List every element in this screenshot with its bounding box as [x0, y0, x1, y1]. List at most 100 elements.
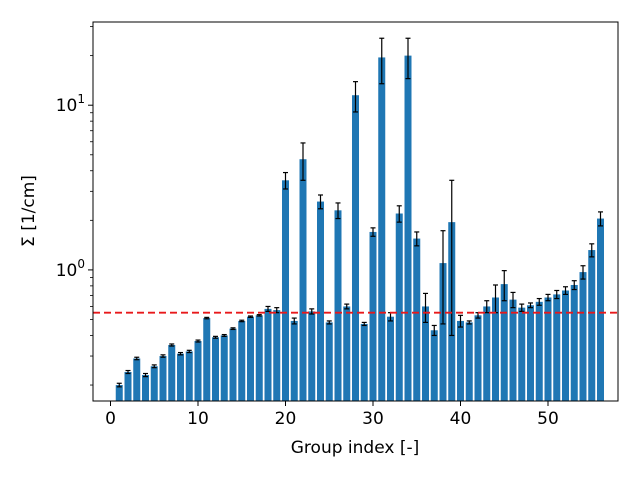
error-bar: [344, 303, 350, 310]
bar: [273, 310, 281, 401]
error-bar: [195, 339, 201, 343]
bar: [387, 316, 394, 401]
error-bar: [230, 327, 236, 331]
x-tick-label: 30: [362, 409, 384, 429]
error-bar: [571, 280, 577, 291]
bar: [124, 372, 132, 401]
bar: [518, 307, 526, 401]
bar: [264, 308, 272, 401]
error-bar: [510, 291, 516, 309]
bar: [238, 320, 246, 401]
error-bar: [178, 351, 183, 356]
bar: [492, 297, 499, 401]
x-tick-label: 10: [187, 409, 209, 429]
bar: [535, 301, 543, 401]
error-bar: [536, 297, 542, 306]
bar: [483, 306, 491, 401]
bar: [282, 180, 289, 401]
bar: [185, 351, 193, 401]
x-tick-label: 20: [275, 409, 297, 429]
bar: [378, 57, 386, 402]
error-bar: [318, 194, 323, 210]
bar: [544, 297, 552, 401]
bar: [430, 330, 438, 401]
bars-group: [115, 55, 604, 402]
error-bar: [283, 171, 288, 190]
y-tick-label: 100: [56, 257, 85, 281]
error-bar: [239, 319, 245, 323]
bar: [527, 305, 534, 401]
plot-frame: [92, 21, 619, 402]
bar: [317, 201, 324, 401]
y-tick-label: 101: [56, 92, 85, 116]
bar: [229, 328, 237, 401]
x-tick-label: 40: [450, 409, 472, 429]
bar: [369, 231, 377, 401]
bar: [570, 284, 578, 401]
bar: [579, 272, 587, 401]
error-bar: [563, 286, 568, 296]
bar: [352, 95, 359, 402]
error-bar: [125, 369, 131, 375]
error-bar: [361, 321, 367, 327]
error-bar: [353, 81, 358, 113]
bar: [597, 218, 604, 401]
x-axis-label: Group index [-]: [291, 438, 419, 458]
bar: [290, 320, 298, 401]
error-bar: [580, 265, 586, 280]
bar: [150, 366, 158, 401]
x-tick-label: 50: [537, 409, 559, 429]
bar: [334, 210, 342, 401]
bar: [562, 290, 569, 401]
error-bar: [160, 354, 166, 358]
bar: [212, 337, 219, 401]
bar: [177, 353, 184, 401]
bar: [194, 341, 202, 401]
error-bar: [501, 270, 507, 302]
error-bar: [519, 303, 525, 312]
error-bar: [151, 364, 157, 369]
error-bar: [309, 308, 315, 315]
x-tick-label: 0: [105, 409, 116, 429]
error-bar: [379, 37, 385, 85]
error-bar: [589, 243, 595, 258]
bar: [203, 318, 211, 401]
bar: [395, 213, 403, 401]
bar: [457, 320, 464, 401]
bar: [115, 385, 123, 401]
bar: [159, 356, 167, 401]
bar: [325, 322, 333, 401]
bar: [413, 238, 421, 401]
bar: [588, 250, 596, 401]
error-bar: [528, 302, 533, 309]
error-bar: [466, 320, 472, 325]
bar: [509, 299, 517, 401]
bar: [343, 306, 351, 401]
error-bar: [326, 320, 332, 325]
bar: [439, 263, 447, 401]
error-bar: [405, 37, 411, 80]
error-bar: [186, 349, 192, 354]
bar: [220, 335, 228, 401]
bar: [422, 306, 429, 401]
bar: [255, 315, 263, 401]
x-axis-ticks: 0 10 20 30 40 50: [105, 401, 559, 429]
error-bar: [256, 314, 262, 317]
error-bar: [431, 324, 437, 337]
error-bar: [265, 305, 271, 312]
bar: [360, 323, 368, 401]
bar: [142, 375, 149, 401]
error-bar: [598, 211, 603, 227]
error-bar: [370, 227, 376, 237]
error-bars-group: [116, 37, 603, 388]
error-bar: [169, 343, 175, 347]
bar: [308, 311, 316, 401]
error-bar: [458, 314, 463, 328]
error-bar: [335, 202, 341, 220]
error-bar: [300, 142, 306, 181]
error-bar: [414, 231, 420, 247]
error-bar: [396, 205, 402, 223]
error-bar: [554, 289, 560, 300]
y-axis-label: Σ [1/cm]: [19, 175, 39, 247]
